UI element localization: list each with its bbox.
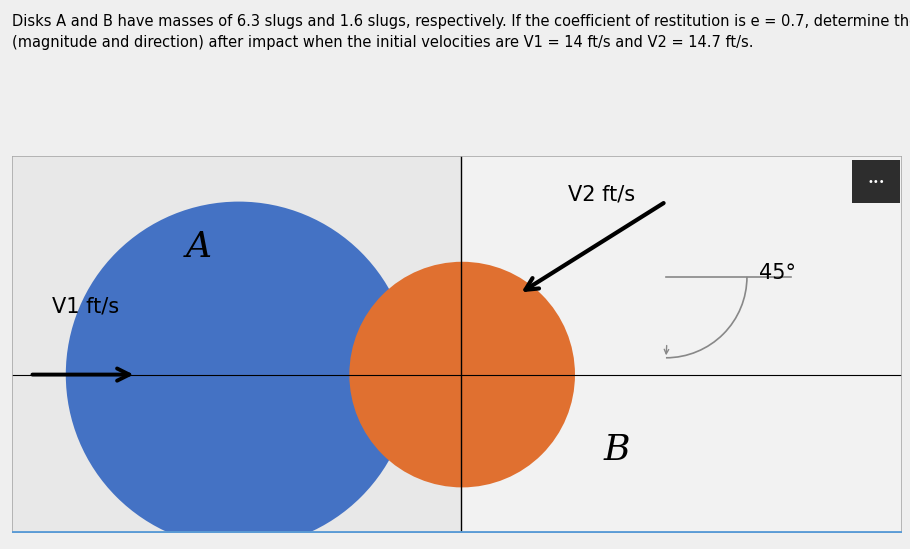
- Text: •••: •••: [867, 177, 885, 187]
- Bar: [852, 160, 900, 204]
- Text: V2 ft/s: V2 ft/s: [568, 184, 635, 204]
- Bar: [461, 156, 902, 533]
- Text: A: A: [186, 229, 212, 264]
- Text: Disks A and B have masses of 6.3 slugs and 1.6 slugs, respectively. If the coeff: Disks A and B have masses of 6.3 slugs a…: [12, 14, 910, 50]
- Bar: [12, 156, 461, 533]
- Ellipse shape: [66, 201, 411, 547]
- Text: 45°: 45°: [760, 263, 796, 283]
- Text: V1 ft/s: V1 ft/s: [52, 297, 119, 317]
- Ellipse shape: [349, 262, 575, 488]
- Text: B: B: [603, 433, 631, 467]
